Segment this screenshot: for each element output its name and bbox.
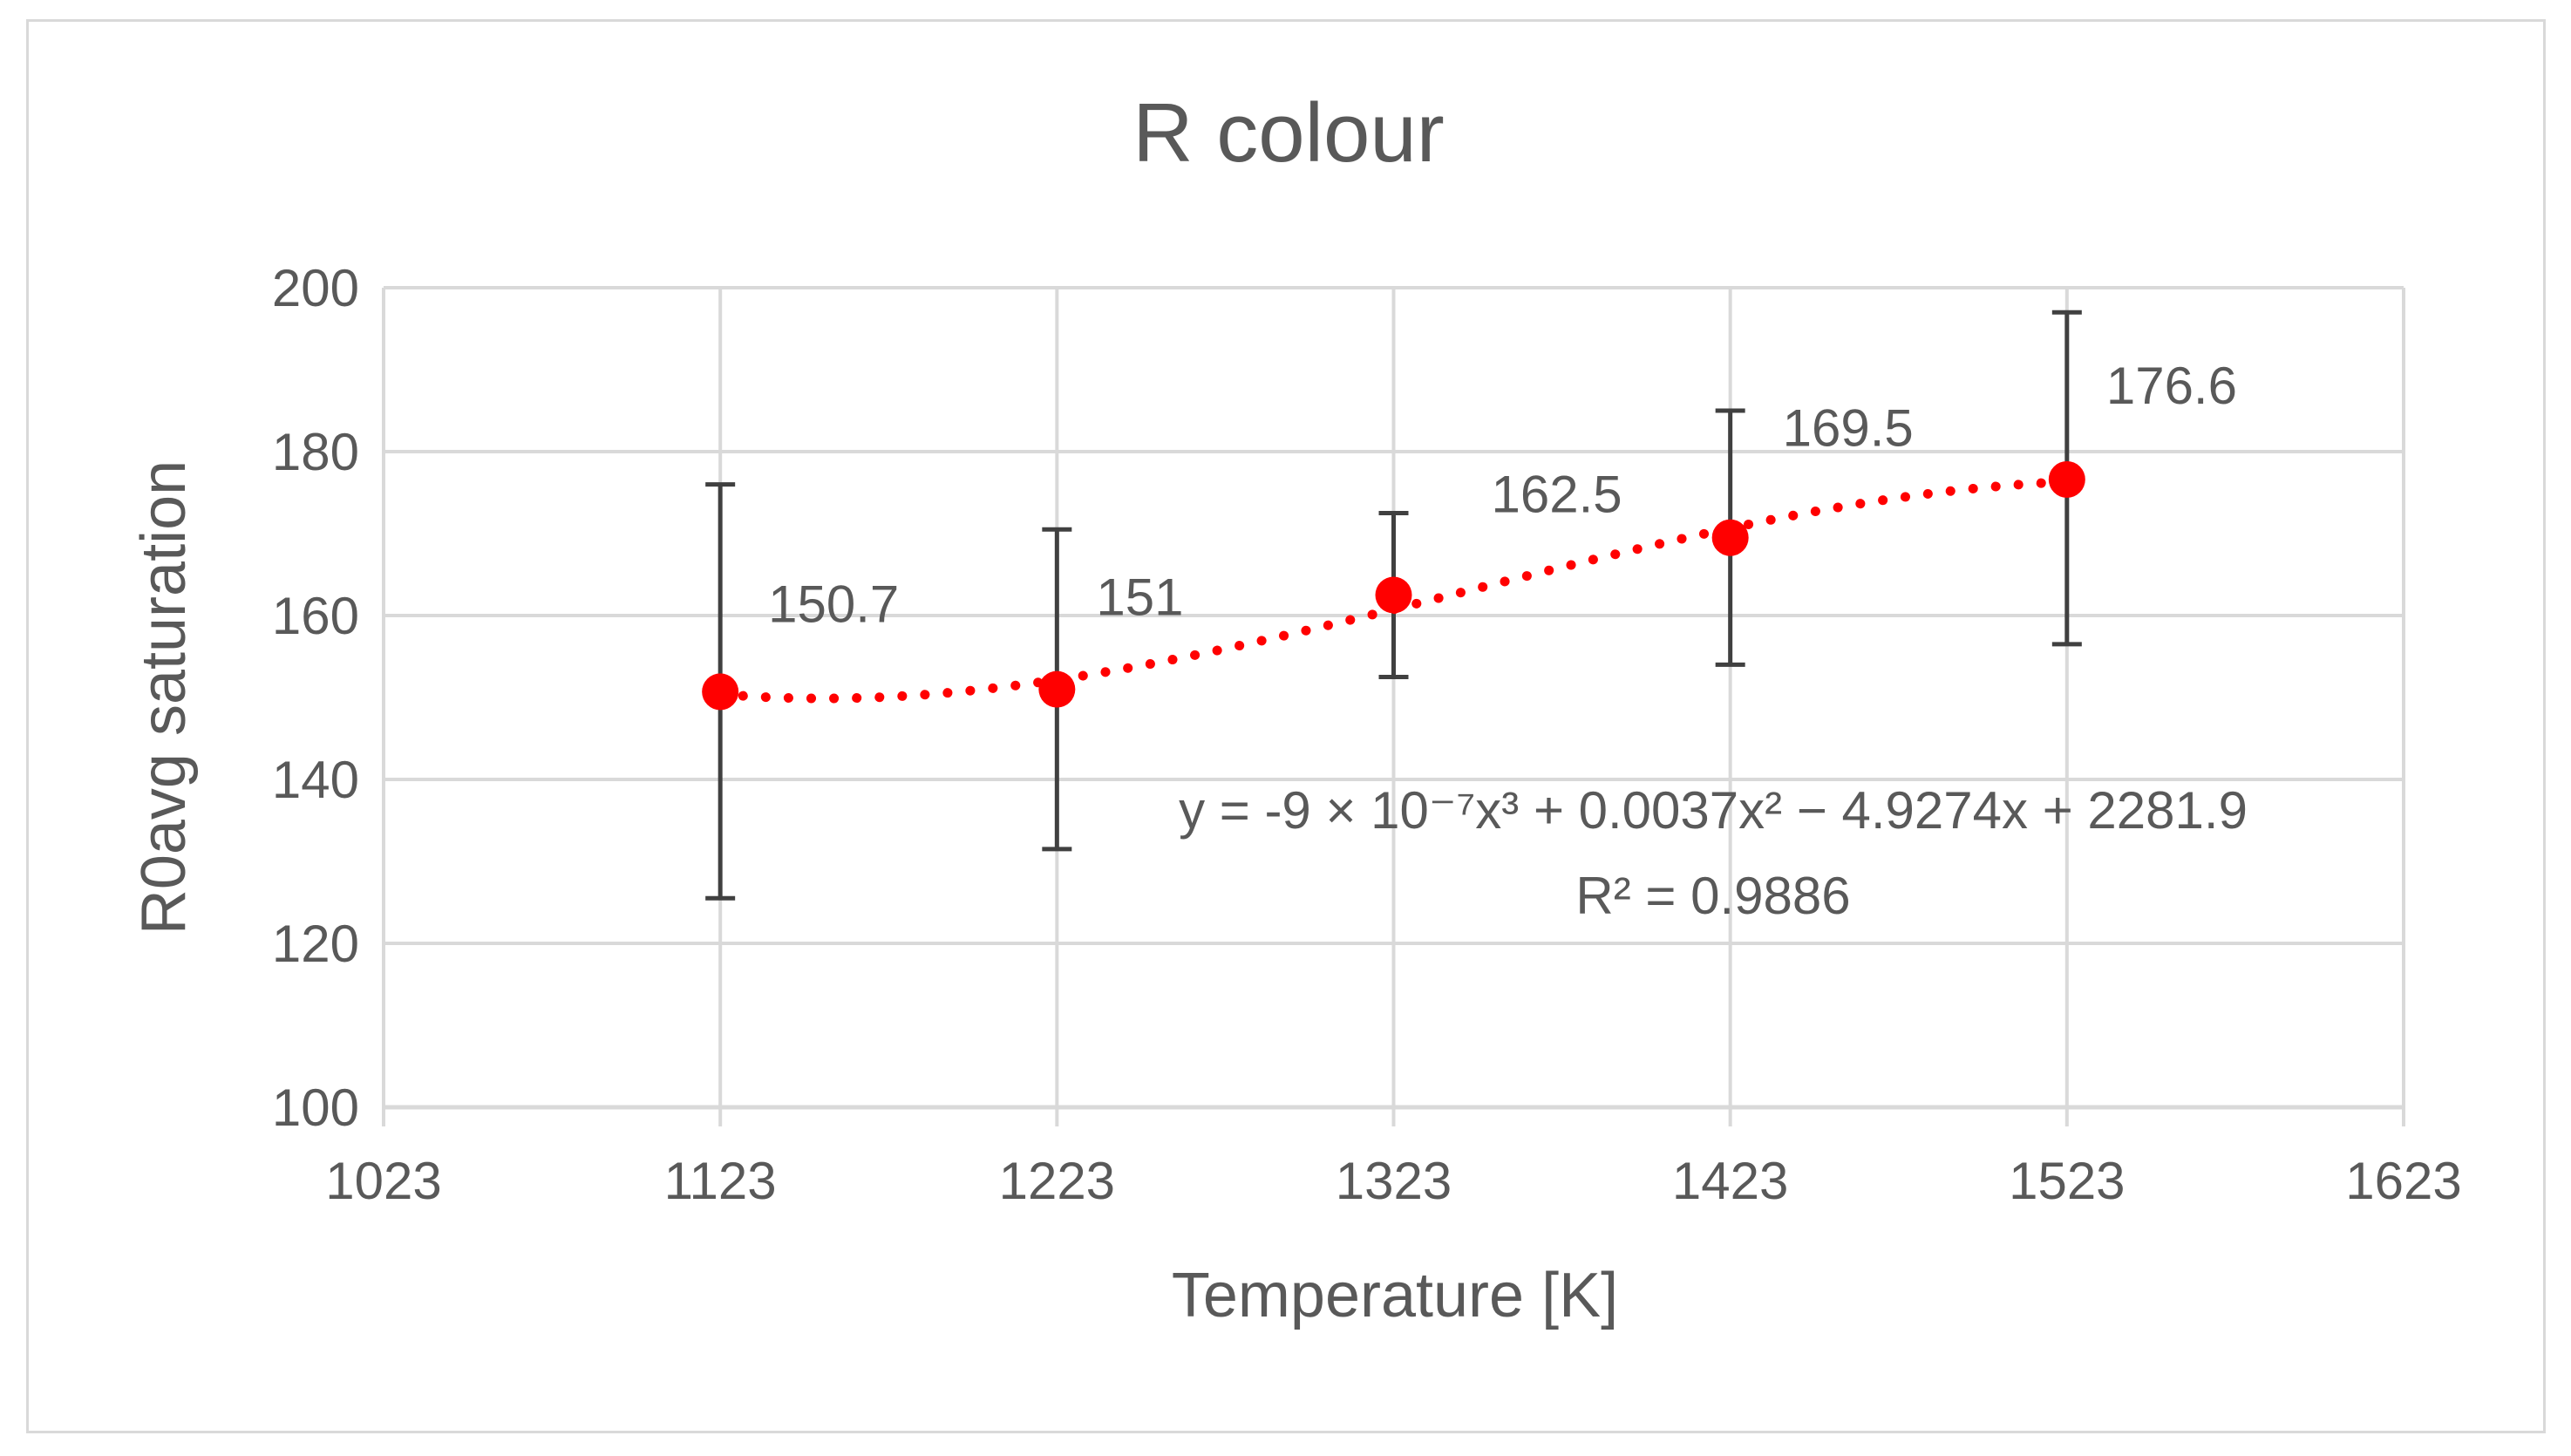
- y-tick-label: 120: [272, 915, 359, 973]
- y-tick-labels: 100 120 140 160 180 200: [272, 259, 359, 1137]
- chart-title: R colour: [1132, 86, 1444, 180]
- x-tick-label: 1523: [2009, 1152, 2125, 1210]
- y-tick-label: 180: [272, 423, 359, 481]
- x-tick-labels: 1023 1123 1223 1323 1423 1523 1623: [325, 1152, 2461, 1210]
- data-point: [1038, 670, 1076, 708]
- data-markers: [702, 460, 2085, 711]
- chart-frame: [26, 19, 2546, 1433]
- data-label: 162.5: [1492, 466, 1622, 524]
- data-labels: 150.7 151 162.5 169.5 176.6: [768, 357, 2237, 633]
- y-tick-label: 140: [272, 751, 359, 809]
- y-tick-label: 100: [272, 1078, 359, 1137]
- x-tick-label: 1323: [1336, 1152, 1452, 1210]
- x-tick-label: 1023: [325, 1152, 441, 1210]
- gridlines: [382, 286, 2405, 1109]
- y-axis-label: R0avg saturation: [129, 460, 199, 935]
- data-label: 169.5: [1783, 399, 1914, 458]
- data-label: 151: [1096, 568, 1183, 627]
- data-label: 176.6: [2106, 357, 2237, 415]
- x-tick-label: 1123: [664, 1152, 777, 1210]
- trendline-equation: y = -9 × 10⁻⁷x³ + 0.0037x² − 4.9274x + 2…: [1179, 781, 2248, 840]
- x-tick-label: 1223: [999, 1152, 1115, 1210]
- data-label: 150.7: [768, 575, 899, 633]
- x-axis-label: Temperature [K]: [1172, 1261, 1618, 1330]
- trendline-r-squared: R² = 0.9886: [1575, 867, 1850, 925]
- data-point: [702, 673, 739, 711]
- y-tick-label: 200: [272, 259, 359, 317]
- y-tick-label: 160: [272, 587, 359, 645]
- axes: [382, 1105, 2405, 1126]
- data-point: [2048, 460, 2085, 498]
- data-point: [1711, 519, 1749, 556]
- data-point: [1375, 576, 1412, 614]
- x-tick-label: 1623: [2345, 1152, 2461, 1210]
- x-tick-label: 1423: [1672, 1152, 1788, 1210]
